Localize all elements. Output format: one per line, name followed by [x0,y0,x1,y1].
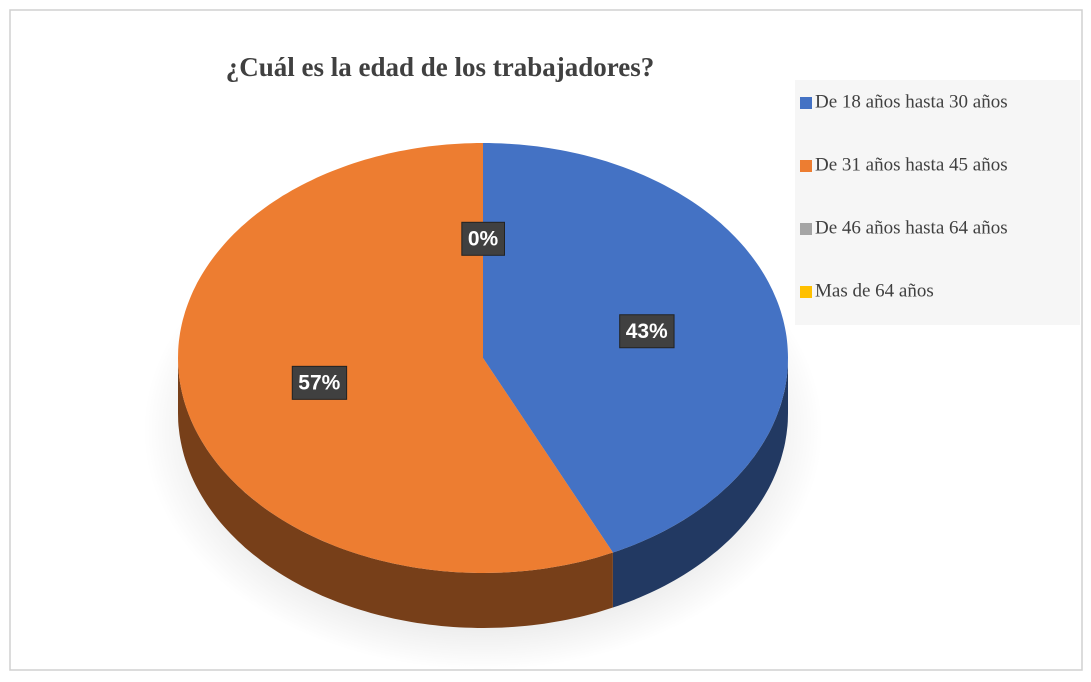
legend-swatch [800,286,812,298]
pie-side [178,358,613,628]
legend-label: De 18 años hasta 30 años [815,91,1008,112]
legend-label: De 46 años hasta 64 años [815,217,1008,238]
data-label: 0% [468,227,499,250]
data-label: 43% [626,320,668,343]
data-label-box [291,365,348,400]
data-label: 57% [298,371,340,394]
legend-swatch [800,223,812,235]
legend-box [795,80,1080,325]
data-label-box [461,221,505,256]
pie-side [612,358,788,608]
legend-swatch [800,160,812,172]
legend-label: Mas de 64 años [815,280,934,301]
pie-slice [178,143,613,573]
legend-swatch [800,97,812,109]
chart-title: ¿Cuál es la edad de los trabajadores? [226,52,655,82]
data-label-box [619,314,675,349]
legend-label: De 31 años hasta 45 años [815,154,1008,175]
